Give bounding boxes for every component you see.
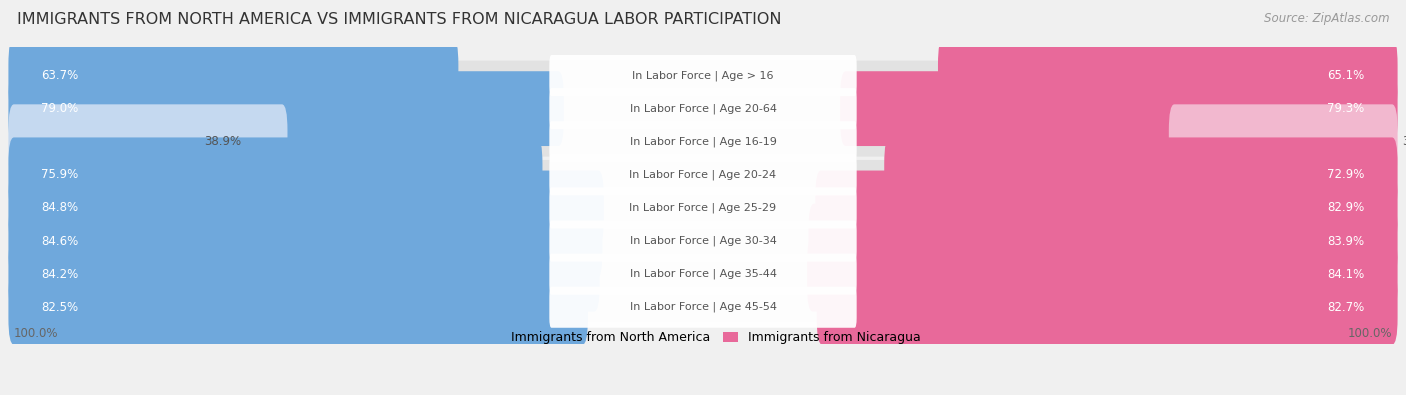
FancyBboxPatch shape — [8, 71, 564, 146]
FancyBboxPatch shape — [550, 55, 856, 96]
Text: 75.9%: 75.9% — [42, 168, 79, 181]
FancyBboxPatch shape — [550, 88, 856, 129]
Text: 82.7%: 82.7% — [1327, 301, 1364, 314]
Text: 84.8%: 84.8% — [42, 201, 79, 214]
Text: In Labor Force | Age 20-24: In Labor Force | Age 20-24 — [630, 169, 776, 180]
FancyBboxPatch shape — [14, 193, 1392, 223]
FancyBboxPatch shape — [815, 171, 1398, 245]
FancyBboxPatch shape — [8, 171, 603, 245]
FancyBboxPatch shape — [14, 226, 1392, 256]
Text: 82.9%: 82.9% — [1327, 201, 1364, 214]
Text: In Labor Force | Age 35-44: In Labor Force | Age 35-44 — [630, 269, 776, 279]
FancyBboxPatch shape — [14, 61, 1392, 90]
FancyBboxPatch shape — [8, 137, 543, 212]
FancyBboxPatch shape — [550, 121, 856, 162]
FancyBboxPatch shape — [807, 237, 1398, 312]
Text: 100.0%: 100.0% — [14, 327, 59, 340]
FancyBboxPatch shape — [884, 137, 1398, 212]
FancyBboxPatch shape — [14, 94, 1392, 124]
Text: 79.3%: 79.3% — [1327, 102, 1364, 115]
FancyBboxPatch shape — [1168, 104, 1398, 179]
FancyBboxPatch shape — [14, 292, 1392, 322]
FancyBboxPatch shape — [8, 204, 602, 278]
FancyBboxPatch shape — [841, 71, 1398, 146]
Text: In Labor Force | Age 25-29: In Labor Force | Age 25-29 — [630, 203, 776, 213]
Text: 84.2%: 84.2% — [42, 268, 79, 280]
Text: In Labor Force | Age 30-34: In Labor Force | Age 30-34 — [630, 236, 776, 246]
Text: In Labor Force | Age 20-64: In Labor Force | Age 20-64 — [630, 103, 776, 114]
FancyBboxPatch shape — [8, 270, 588, 345]
Text: In Labor Force | Age > 16: In Labor Force | Age > 16 — [633, 70, 773, 81]
Text: 84.6%: 84.6% — [42, 235, 79, 248]
Text: 100.0%: 100.0% — [1347, 327, 1392, 340]
FancyBboxPatch shape — [550, 254, 856, 295]
Text: 63.7%: 63.7% — [42, 69, 79, 82]
Text: In Labor Force | Age 45-54: In Labor Force | Age 45-54 — [630, 302, 776, 312]
Text: 65.1%: 65.1% — [1327, 69, 1364, 82]
FancyBboxPatch shape — [8, 38, 458, 113]
Text: 31.6%: 31.6% — [1402, 135, 1406, 148]
FancyBboxPatch shape — [550, 154, 856, 196]
Text: 38.9%: 38.9% — [205, 135, 242, 148]
FancyBboxPatch shape — [14, 160, 1392, 190]
FancyBboxPatch shape — [550, 187, 856, 228]
FancyBboxPatch shape — [14, 127, 1392, 157]
Text: 83.9%: 83.9% — [1327, 235, 1364, 248]
Text: 84.1%: 84.1% — [1327, 268, 1364, 280]
FancyBboxPatch shape — [14, 259, 1392, 289]
FancyBboxPatch shape — [938, 38, 1398, 113]
FancyBboxPatch shape — [8, 104, 287, 179]
FancyBboxPatch shape — [8, 237, 599, 312]
FancyBboxPatch shape — [817, 270, 1398, 345]
Legend: Immigrants from North America, Immigrants from Nicaragua: Immigrants from North America, Immigrant… — [481, 326, 925, 349]
Text: In Labor Force | Age 16-19: In Labor Force | Age 16-19 — [630, 137, 776, 147]
FancyBboxPatch shape — [808, 204, 1398, 278]
FancyBboxPatch shape — [550, 220, 856, 261]
Text: Source: ZipAtlas.com: Source: ZipAtlas.com — [1264, 12, 1389, 25]
Text: IMMIGRANTS FROM NORTH AMERICA VS IMMIGRANTS FROM NICARAGUA LABOR PARTICIPATION: IMMIGRANTS FROM NORTH AMERICA VS IMMIGRA… — [17, 12, 782, 27]
Text: 79.0%: 79.0% — [42, 102, 79, 115]
Text: 82.5%: 82.5% — [42, 301, 79, 314]
FancyBboxPatch shape — [550, 287, 856, 328]
Text: 72.9%: 72.9% — [1327, 168, 1364, 181]
